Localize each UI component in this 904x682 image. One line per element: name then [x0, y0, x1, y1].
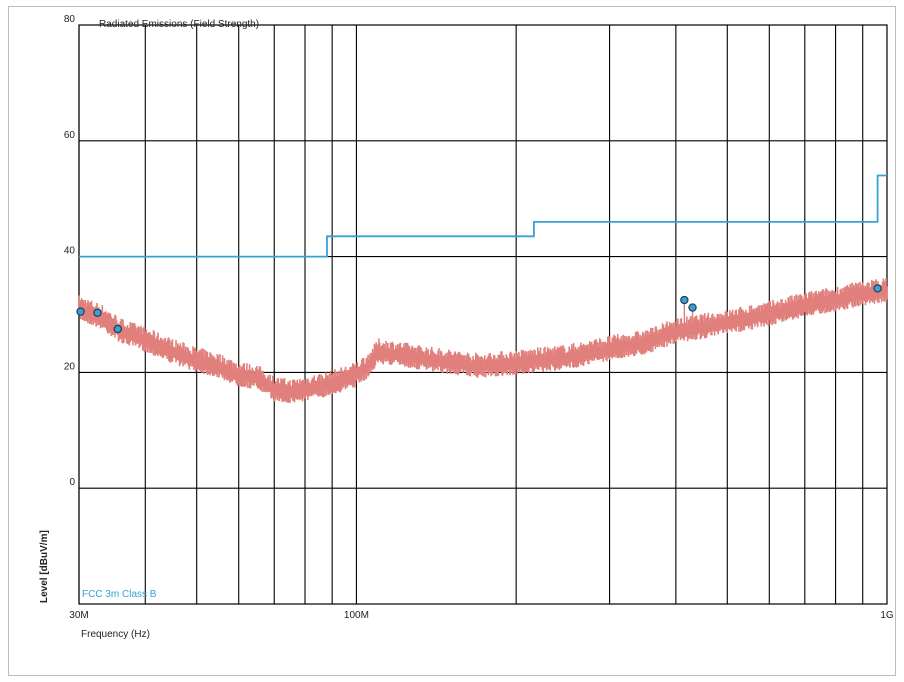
x-axis-label: Frequency (Hz): [81, 629, 150, 640]
y-tick-label: 0: [69, 477, 75, 488]
limit-line-path: [79, 174, 887, 258]
y-axis-label: Level [dBuV/m]: [39, 530, 50, 603]
emission-trace: [78, 277, 888, 403]
x-tick-label: 100M: [344, 610, 369, 621]
peak-marker: [93, 308, 102, 317]
peak-markers: [76, 284, 882, 334]
emission-trace-path: [78, 277, 888, 403]
peak-marker: [873, 284, 882, 293]
y-tick-label: 40: [64, 246, 76, 257]
peak-marker: [113, 324, 122, 334]
peak-marker: [688, 303, 697, 312]
chart-frame: 80 60 40 20 0 30M 100M 1G Radiated Emissions (…: [8, 6, 896, 676]
x-tick-label: 1G: [880, 610, 894, 621]
x-tick-labels: 30M 100M 1G: [69, 610, 894, 621]
limit-line: [79, 174, 887, 258]
y-tick-label: 60: [64, 130, 76, 141]
chart-title: Radiated Emissions (Field Strength): [99, 19, 259, 30]
peak-marker: [76, 307, 85, 316]
emissions-chart: 80 60 40 20 0 30M 100M 1G Radiated Emissions (…: [39, 14, 894, 640]
y-tick-label: 20: [64, 361, 76, 372]
limit-legend-label: FCC 3m Class B: [82, 589, 157, 600]
y-tick-labels: 80 60 40 20 0: [64, 14, 76, 488]
peak-marker: [680, 295, 689, 305]
x-tick-label: 30M: [69, 610, 88, 621]
y-tick-label: 80: [64, 14, 76, 25]
